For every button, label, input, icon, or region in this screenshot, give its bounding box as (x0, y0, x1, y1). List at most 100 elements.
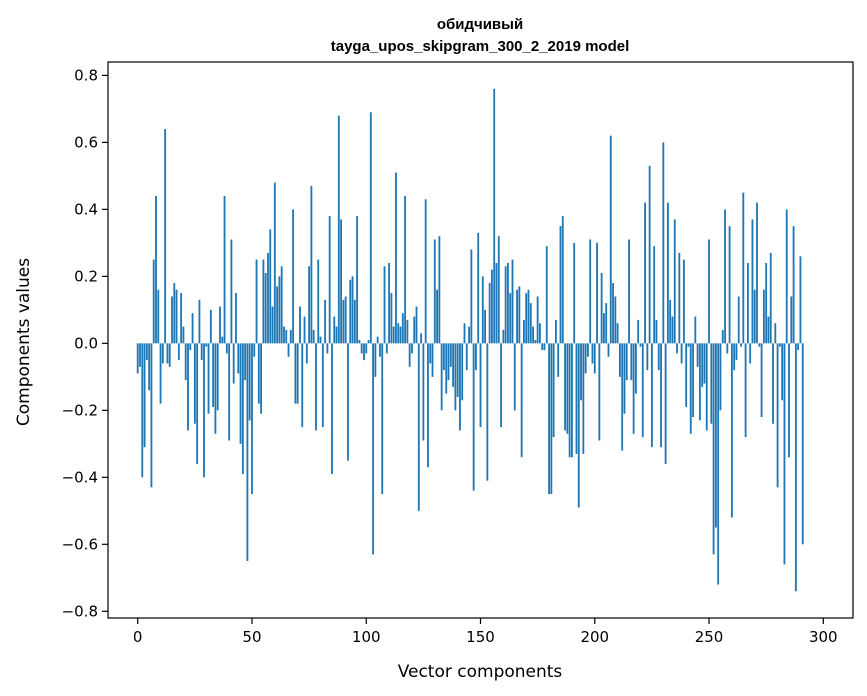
bar-94 (351, 276, 354, 344)
bar-197 (586, 343, 589, 357)
bar-14 (168, 343, 171, 367)
bar-282 (781, 343, 784, 401)
x-ticks: 0 50 100 150 200 250 300 (133, 618, 838, 646)
bar-116 (401, 313, 404, 344)
bar-177 (541, 343, 544, 351)
bar-208 (612, 283, 614, 344)
bar-61 (276, 286, 279, 344)
bar-70 (296, 343, 299, 404)
bar-254 (717, 343, 720, 585)
bar-269 (751, 219, 754, 344)
bar-6 (150, 343, 153, 488)
bar-130 (433, 239, 436, 344)
bar-183 (555, 319, 557, 344)
bar-43 (235, 293, 237, 344)
bar-287 (792, 226, 795, 344)
bar-232 (666, 202, 669, 344)
bar-100 (365, 343, 368, 354)
bar-150 (479, 343, 482, 428)
bar-289 (797, 343, 800, 351)
bar-95 (353, 299, 356, 344)
bar-270 (753, 289, 756, 344)
y-ticks: −0.8 −0.6 −0.4 −0.2 0.0 0.2 0.4 0.6 0.8 (62, 66, 108, 620)
bar-215 (628, 239, 630, 344)
bar-41 (230, 239, 233, 344)
bar-42 (232, 343, 235, 384)
bar-51 (253, 343, 256, 357)
bar-189 (568, 343, 571, 458)
bar-223 (646, 343, 649, 371)
bar-115 (399, 326, 402, 344)
bar-131 (436, 289, 438, 344)
bar-89 (340, 219, 343, 344)
bar-182 (552, 343, 555, 438)
bar-54 (260, 343, 263, 414)
bar-60 (273, 182, 276, 344)
bar-152 (484, 309, 486, 344)
bar-181 (550, 343, 553, 495)
x-tick-label: 300 (809, 628, 838, 646)
bar-277 (769, 252, 772, 344)
bar-118 (406, 319, 409, 344)
bar-153 (486, 343, 489, 481)
bar-205 (605, 303, 608, 344)
bar-120 (411, 343, 413, 354)
bar-249 (705, 343, 708, 431)
bar-275 (765, 262, 768, 344)
bar-221 (641, 343, 644, 438)
bar-36 (219, 306, 221, 344)
y-tick-label: −0.2 (62, 401, 98, 419)
bar-159 (500, 343, 502, 428)
y-tick-label: 0.2 (74, 267, 98, 285)
bar-281 (778, 343, 781, 347)
bar-8 (155, 195, 157, 344)
bar-78 (315, 343, 317, 431)
bar-20 (182, 326, 185, 344)
bar-31 (207, 343, 210, 414)
x-tick-label: 0 (133, 628, 143, 646)
y-axis-label: Components values (14, 258, 34, 426)
bar-109 (385, 343, 388, 354)
bar-38 (223, 195, 226, 344)
bar-178 (543, 343, 546, 351)
bar-64 (283, 326, 285, 344)
bar-274 (762, 289, 765, 344)
bar-111 (390, 293, 393, 344)
bar-202 (598, 343, 601, 441)
bar-255 (719, 343, 722, 411)
bar-204 (602, 313, 605, 344)
bar-206 (607, 343, 610, 357)
bar-91 (344, 296, 347, 344)
bar-22 (187, 343, 189, 431)
bar-161 (504, 266, 507, 344)
bar-268 (749, 343, 752, 364)
bar-229 (660, 343, 662, 448)
bar-196 (584, 343, 587, 374)
bar-121 (413, 316, 416, 344)
bar-257 (724, 209, 726, 344)
bar-59 (271, 306, 274, 344)
bar-261 (733, 343, 736, 371)
bar-71 (299, 306, 301, 344)
bar-166 (516, 289, 518, 344)
bar-243 (692, 343, 694, 418)
bar-192 (575, 343, 578, 454)
bar-141 (459, 343, 461, 431)
bar-0 (136, 343, 139, 374)
bar-258 (726, 343, 729, 354)
bar-99 (363, 343, 365, 361)
bar-250 (708, 239, 710, 344)
y-tick-label: 0.0 (74, 334, 98, 352)
bar-233 (669, 299, 672, 344)
bar-230 (662, 142, 665, 344)
plot-frame (107, 61, 854, 619)
bar-271 (756, 202, 758, 344)
bar-242 (689, 343, 692, 434)
bar-252 (712, 343, 715, 555)
bar-55 (262, 259, 265, 344)
bar-155 (491, 269, 493, 344)
bar-87 (335, 326, 338, 344)
bar-198 (589, 239, 592, 344)
bar-69 (294, 343, 297, 404)
